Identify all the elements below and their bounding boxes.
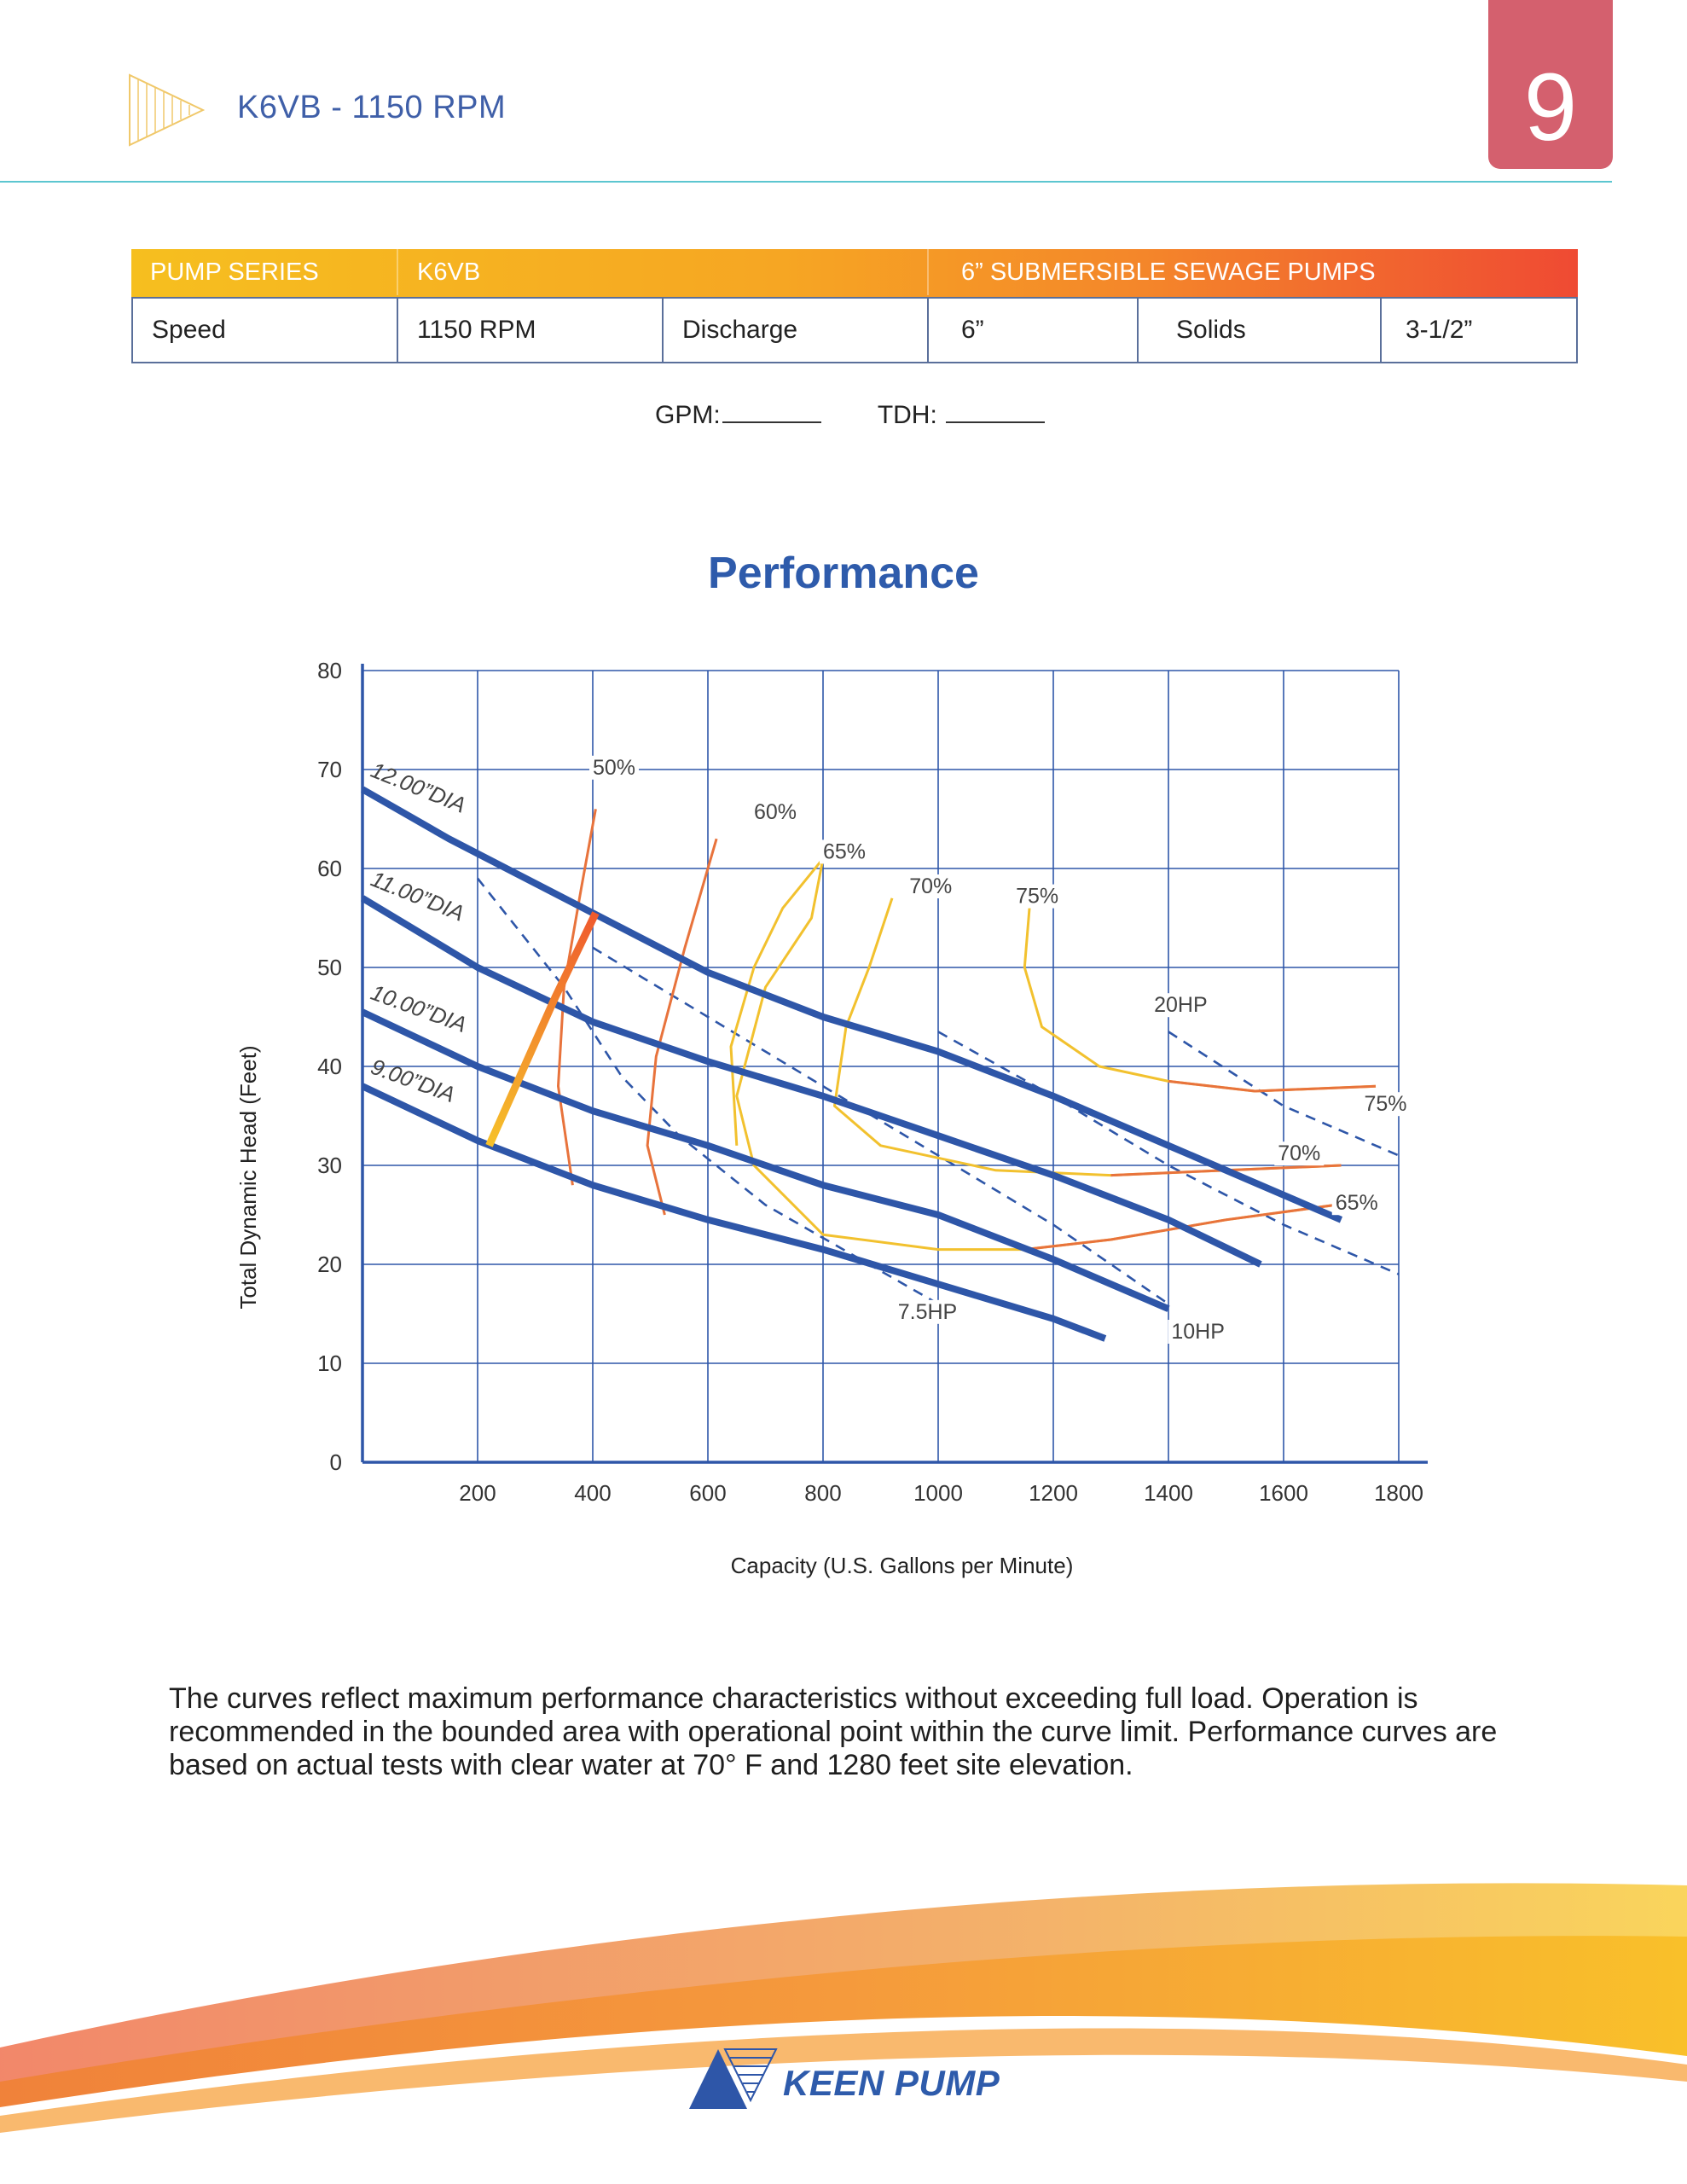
efficiency-label-bg xyxy=(820,839,869,864)
efficiency-curve xyxy=(557,809,597,1186)
impeller-curve xyxy=(360,895,1262,1268)
efficiency-label: 70% xyxy=(909,874,952,898)
impeller-curve xyxy=(361,786,1343,1223)
y-axis-label: Total Dynamic Head (Feet) xyxy=(235,1045,261,1309)
spec-header-description: 6” SUBMERSIBLE SEWAGE PUMPS xyxy=(927,249,1578,295)
hp-label: 20HP xyxy=(1154,993,1208,1017)
efficiency-label: 65% xyxy=(823,839,866,863)
chart-title: Performance xyxy=(708,549,979,598)
y-tick-label: 70 xyxy=(317,757,342,782)
hp-label: 7.5HP xyxy=(898,1300,957,1324)
page-title: K6VB - 1150 RPM xyxy=(237,90,507,125)
x-tick-label: 600 xyxy=(689,1480,726,1506)
y-tick-label: 50 xyxy=(317,955,342,980)
keen-pump-logo-icon xyxy=(689,2048,778,2109)
spec-header-model: K6VB xyxy=(397,249,927,295)
spec-row: Speed 1150 RPM Discharge 6” Solids 3-1/2… xyxy=(131,297,1578,363)
spec-table: PUMP SERIES K6VB 6” SUBMERSIBLE SEWAGE P… xyxy=(131,249,1578,363)
efficiency-label: 50% xyxy=(593,756,635,780)
efficiency-curve-tail xyxy=(1168,1079,1377,1093)
efficiency-curve xyxy=(729,857,1336,1252)
efficiency-label-bg xyxy=(1012,884,1063,909)
chart-caption: The curves reflect maximum performance c… xyxy=(169,1682,1498,1781)
x-tick-label: 1000 xyxy=(913,1480,963,1506)
y-tick-label: 20 xyxy=(317,1252,342,1277)
hp-line xyxy=(1168,1031,1400,1157)
x-tick-label: 1600 xyxy=(1259,1480,1308,1506)
impeller-label: 9.00”DIA xyxy=(368,1054,459,1107)
efficiency-label-bg xyxy=(1274,1141,1325,1166)
impeller-curve xyxy=(361,1083,1107,1342)
y-tick-label: 30 xyxy=(317,1153,342,1178)
spec-cell-solids-value: 3-1/2” xyxy=(1406,316,1473,344)
x-tick-label: 200 xyxy=(459,1480,496,1506)
efficiency-label: 75% xyxy=(1365,1092,1407,1116)
gpm-blank[interactable] xyxy=(722,421,821,423)
tdh-label: TDH: xyxy=(877,401,937,429)
duty-point-fields: GPM: TDH: xyxy=(655,401,1046,430)
x-tick-label: 1400 xyxy=(1144,1480,1193,1506)
efficiency-label-bg xyxy=(906,874,956,898)
page-number: 9 xyxy=(1523,54,1578,160)
hp-label-bg xyxy=(894,1299,961,1324)
footer-wave-graphic xyxy=(0,1883,1687,2133)
efficiency-curve xyxy=(833,897,1342,1177)
efficiency-label-bg xyxy=(751,800,800,824)
brand-name: KEEN PUMP xyxy=(783,2063,1000,2103)
performance-chart: 0 10 20 30 40 50 60 70 80 200 400 600 800 1000 1200 140… xyxy=(235,658,1428,1578)
efficiency-label: 70% xyxy=(1278,1141,1320,1165)
impeller-label: 12.00”DIA xyxy=(368,757,470,818)
spec-cell-discharge-value: 6” xyxy=(929,299,1139,362)
efficiency-label: 60% xyxy=(754,800,797,824)
impeller-label: 10.00”DIA xyxy=(368,979,470,1037)
y-tick-label: 0 xyxy=(330,1449,342,1475)
efficiency-label-bg xyxy=(1360,1092,1411,1117)
tdh-blank[interactable] xyxy=(946,421,1046,423)
efficiency-label-bg xyxy=(1331,1191,1382,1216)
spec-header-pump-series: PUMP SERIES xyxy=(150,258,319,286)
spec-cell-discharge-label: Discharge xyxy=(664,299,929,362)
header-logo-icon xyxy=(129,73,205,147)
efficiency-label: 75% xyxy=(1016,885,1058,909)
trim-range-line xyxy=(485,911,600,1147)
spec-table-header-bar xyxy=(131,249,1578,297)
impeller-label: 11.00”DIA xyxy=(368,866,468,926)
header-divider xyxy=(0,181,1612,183)
page-number-tab xyxy=(1488,0,1613,169)
hp-line xyxy=(937,1031,1400,1275)
efficiency-curve xyxy=(646,838,718,1216)
hp-label-bg xyxy=(1151,993,1218,1018)
spec-cell-solids-label: Solids xyxy=(1139,299,1382,362)
impeller-curve xyxy=(361,1008,1170,1312)
hp-label: 10HP xyxy=(1171,1320,1225,1344)
y-tick-label: 80 xyxy=(317,658,342,683)
y-tick-label: 60 xyxy=(317,856,342,881)
x-tick-label: 800 xyxy=(804,1480,841,1506)
hp-label-bg xyxy=(1168,1320,1235,1344)
efficiency-label-bg xyxy=(589,755,639,780)
hp-line xyxy=(592,946,1169,1305)
x-tick-label: 400 xyxy=(574,1480,611,1506)
spec-cell-speed-value: 1150 RPM xyxy=(398,299,664,362)
x-tick-label: 1200 xyxy=(1029,1480,1078,1506)
efficiency-label: 65% xyxy=(1336,1191,1378,1215)
y-tick-label: 10 xyxy=(317,1350,342,1376)
x-tick-label: 1800 xyxy=(1374,1480,1423,1506)
efficiency-curve-tail xyxy=(1024,1203,1336,1252)
x-axis-label: Capacity (U.S. Gallons per Minute) xyxy=(731,1553,1074,1578)
spec-cell-speed-label: Speed xyxy=(133,299,398,362)
gpm-label: GPM: xyxy=(655,401,721,429)
y-tick-label: 40 xyxy=(317,1054,342,1079)
